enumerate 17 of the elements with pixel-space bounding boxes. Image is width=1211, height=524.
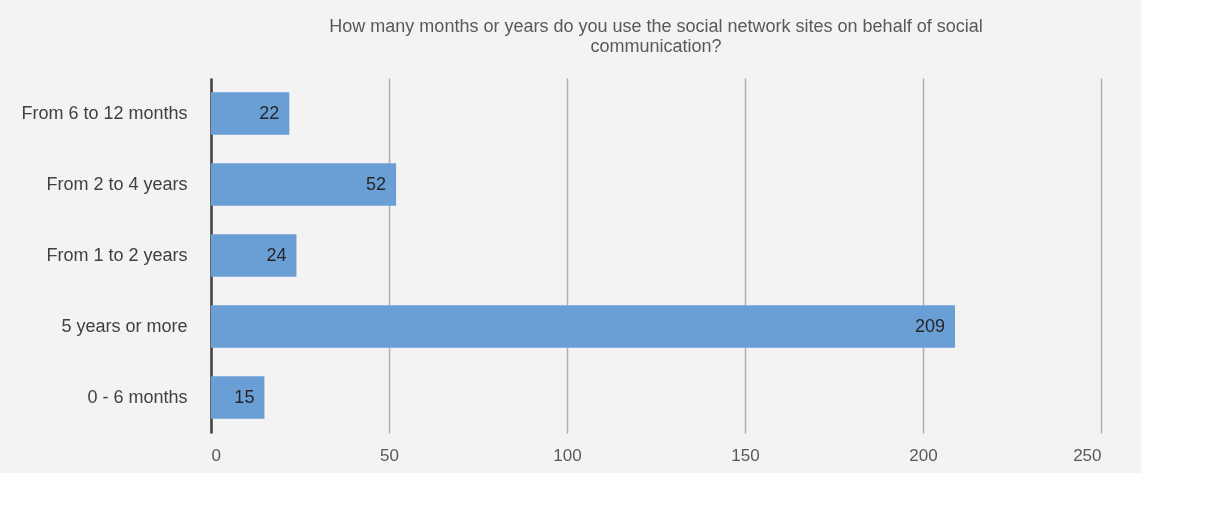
data-label: 22 <box>259 102 280 123</box>
data-label: 15 <box>234 386 255 407</box>
x-tick-label: 0 <box>211 445 221 465</box>
data-label: 52 <box>366 173 387 194</box>
chart-title: How many months or years do you use the social network sites on behalf of social communication? <box>329 16 983 56</box>
y-tick-label: From 6 to 12 months <box>21 102 188 123</box>
x-tick-label: 100 <box>553 445 582 465</box>
x-tick-label: 150 <box>731 445 760 465</box>
x-tick-label: 50 <box>380 445 399 465</box>
x-tick-label: 250 <box>1073 445 1102 465</box>
x-tick-label: 200 <box>909 445 938 465</box>
data-label: 24 <box>266 244 287 265</box>
y-tick-label: 0 - 6 months <box>87 386 188 407</box>
y-tick-label: From 2 to 4 years <box>46 173 188 194</box>
y-tick-label: From 1 to 2 years <box>46 244 188 265</box>
data-label: 209 <box>914 315 946 336</box>
y-tick-label: 5 years or more <box>61 315 188 336</box>
